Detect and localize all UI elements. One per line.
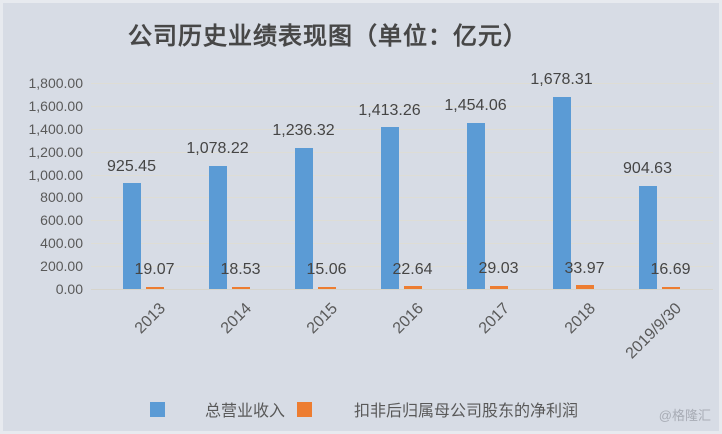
profit-bar bbox=[403, 286, 422, 289]
profit-bar-label: 22.64 bbox=[392, 260, 433, 278]
y-axis-tick-label: 0.00 bbox=[55, 281, 83, 297]
gridline bbox=[91, 289, 713, 290]
gridline bbox=[91, 151, 713, 153]
legend-swatch-revenue bbox=[149, 401, 165, 417]
bar-group: 1,078.22 18.53 bbox=[186, 83, 272, 289]
x-axis-tick-label: 2016 bbox=[389, 300, 428, 338]
plot-area bbox=[91, 83, 713, 290]
profit-bar-label: 33.97 bbox=[564, 259, 605, 277]
profit-bar bbox=[575, 285, 594, 289]
revenue-bar-label: 1,413.26 bbox=[358, 101, 421, 119]
profit-bar bbox=[231, 286, 250, 289]
y-axis: 1,800.00 1,600.00 1,400.00 1,200.00 1,000.00… bbox=[3, 75, 84, 297]
bar-group: 1,678.31 33.97 bbox=[530, 71, 616, 289]
gridline bbox=[91, 128, 713, 130]
profit-bar bbox=[489, 285, 508, 289]
x-axis-tick-label: 2013 bbox=[131, 300, 170, 338]
y-axis-tick-label: 1,200.00 bbox=[28, 143, 84, 160]
y-axis-tick-label: 200.00 bbox=[40, 258, 83, 275]
profit-bar bbox=[661, 287, 680, 289]
y-axis-tick-label: 1,600.00 bbox=[28, 97, 84, 114]
y-axis-tick-label: 1,800.00 bbox=[28, 75, 84, 91]
revenue-bar-label: 925.45 bbox=[107, 157, 156, 175]
y-axis-tick-label: 400.00 bbox=[40, 235, 83, 252]
revenue-bar bbox=[552, 96, 571, 289]
revenue-bar bbox=[466, 122, 485, 289]
legend-label-profit: 扣非后归属母公司股东的净利润 bbox=[354, 403, 579, 420]
gridline bbox=[91, 197, 713, 199]
revenue-bar bbox=[208, 165, 227, 289]
legend: 总营业收入 扣非后归属母公司股东的净利润 bbox=[3, 397, 719, 421]
bar-group: 925.45 19.07 bbox=[100, 83, 186, 289]
x-axis-tick-label: 2015 bbox=[303, 300, 342, 338]
x-axis-tick-label: 2019/9/30 bbox=[622, 300, 686, 363]
revenue-bar-label: 904.63 bbox=[623, 159, 672, 177]
profit-bar-label: 18.53 bbox=[220, 261, 261, 279]
revenue-bar-label: 1,078.22 bbox=[186, 140, 249, 158]
profit-bar-label: 16.69 bbox=[650, 261, 691, 279]
revenue-bar bbox=[380, 127, 399, 289]
gridline bbox=[91, 266, 713, 268]
x-axis-tick-label: 2014 bbox=[217, 300, 256, 338]
revenue-bar-label: 1,236.32 bbox=[272, 121, 335, 139]
revenue-bar-label: 1,454.06 bbox=[444, 97, 507, 115]
profit-bar-label: 15.06 bbox=[306, 261, 347, 279]
bar-group: 1,413.26 22.64 bbox=[358, 83, 444, 289]
legend-swatch-profit bbox=[297, 401, 312, 417]
bar-group: 1,236.32 15.06 bbox=[272, 83, 358, 289]
profit-bar bbox=[317, 287, 336, 289]
gridline bbox=[91, 243, 713, 245]
y-axis-tick-label: 1,400.00 bbox=[28, 120, 84, 137]
watermark: @格隆汇 bbox=[658, 408, 711, 423]
legend-label-revenue: 总营业收入 bbox=[204, 403, 285, 420]
y-axis-tick-label: 1,000.00 bbox=[28, 166, 84, 183]
x-axis-tick-label: 2017 bbox=[475, 300, 514, 338]
y-axis-tick-label: 800.00 bbox=[40, 189, 83, 206]
bar-groups: 925.45 19.07 1,078.22 18.53 1,236.32 15.06 1,4… bbox=[100, 71, 702, 289]
y-axis-tick-label: 600.00 bbox=[40, 212, 83, 229]
revenue-bar-label: 1,678.31 bbox=[530, 71, 593, 89]
profit-bar-label: 29.03 bbox=[478, 260, 519, 278]
profit-bar-label: 19.07 bbox=[134, 261, 175, 279]
bar-group: 1,454.06 29.03 bbox=[444, 83, 530, 289]
profit-bar bbox=[145, 286, 164, 289]
bar-group: 904.63 16.69 bbox=[616, 83, 702, 289]
x-axis-tick-label: 2018 bbox=[561, 300, 600, 338]
x-axis: 2013 2014 2015 2016 2017 2018 2019/9/30 bbox=[100, 296, 702, 376]
gridline bbox=[91, 174, 713, 176]
revenue-bar bbox=[294, 147, 313, 289]
gridline bbox=[91, 83, 713, 84]
chart-title: 公司历史业绩表现图（单位：亿元） bbox=[128, 23, 528, 50]
revenue-bar bbox=[638, 185, 657, 289]
revenue-bar bbox=[122, 183, 141, 289]
gridline bbox=[91, 105, 713, 107]
gridline bbox=[91, 220, 713, 222]
